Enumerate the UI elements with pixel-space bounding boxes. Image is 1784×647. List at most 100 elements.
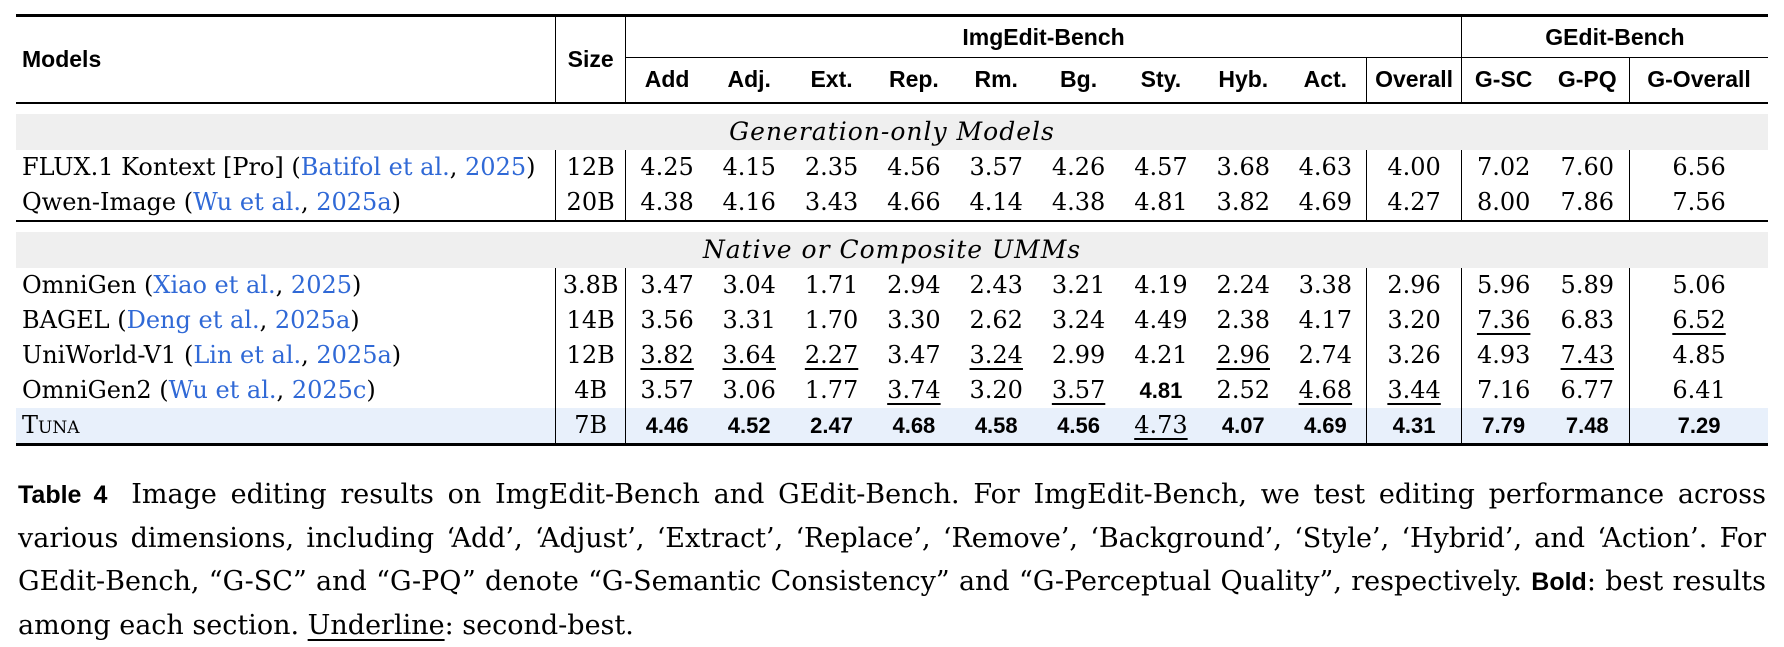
metric-cell: 3.82 [1202,185,1284,221]
results-table: Models Size ImgEdit-Bench GEdit-Bench Ad… [16,14,1768,446]
metric-value: 4.14 [969,188,1023,216]
metric-value: 4.81 [1134,188,1188,216]
metric-cell: 6.56 [1629,150,1768,185]
metric-value: 4.93 [1476,341,1531,369]
metric-cell: 2.96 [1202,338,1284,373]
table-row: Qwen-Image (Wu et al., 2025a) 20B 4.38 4.16… [16,185,1768,221]
model-name: BAGEL [22,306,110,334]
col-header-bg: Bg. [1037,57,1120,104]
metric-value: 3.38 [1298,271,1353,299]
metric-value: 3.82 [640,341,694,369]
metric-cell: 4.19 [1120,268,1202,303]
metric-value: 3.24 [969,341,1023,369]
metric-cell: 3.56 [626,303,708,338]
metric-cell: 6.83 [1545,303,1629,338]
metric-cell: 3.21 [1037,268,1119,303]
metric-cell: 4.68 [872,408,956,445]
metric-value: 2.24 [1216,271,1270,299]
metric-cell: 1.77 [790,373,872,408]
metric-value: 4.19 [1134,271,1188,299]
metric-cell: 3.57 [955,150,1037,185]
metric-value: 6.56 [1672,153,1726,181]
metric-value: 3.47 [887,341,941,369]
metric-cell: 2.94 [873,268,955,303]
citation-year-link[interactable]: 2025a [316,188,392,216]
caption-text: : second-best. [444,610,634,641]
table-header: Models Size ImgEdit-Bench GEdit-Bench Ad… [16,15,1768,104]
metric-value: 4.38 [1051,188,1106,216]
metric-cell: 4.00 [1366,150,1462,185]
metric-cell: 7.36 [1460,303,1546,338]
metric-cell: 3.57 [626,373,708,408]
citation-year-link[interactable]: 2025a [274,306,351,334]
metric-value: 4.17 [1298,306,1353,334]
metric-cell: 3.20 [1366,303,1462,338]
metric-cell: 7.60 [1545,150,1629,185]
section-label: Generation-only Models [16,114,1768,150]
section-header-row: Generation-only Models [16,114,1768,150]
metric-cell: 2.96 [1366,268,1462,303]
table-row: OmniGen (Xiao et al., 2025) 3.8B 3.47 3.04 1… [16,268,1768,303]
metric-cell: 4.38 [1037,185,1119,221]
metric-value: 4.25 [640,153,694,181]
citation-link[interactable]: Wu et al. [168,376,277,404]
citation-year-link[interactable]: 2025c [291,376,367,404]
citation-link[interactable]: Batifol et al. [300,153,450,181]
metric-value: 5.96 [1476,271,1531,299]
metric-cell: 4.15 [708,150,790,185]
metric-cell: 4.57 [1120,150,1202,185]
citation-year-link[interactable]: 2025 [290,271,352,299]
metric-cell: 6.41 [1629,373,1768,408]
metric-value: 1.77 [804,376,859,404]
metric-cell: 3.44 [1366,373,1462,408]
metric-value: 3.21 [1051,271,1106,299]
metric-value: 3.82 [1216,188,1270,216]
metric-cell: 5.89 [1545,268,1629,303]
metric-value: 3.56 [640,306,694,334]
citation-link[interactable]: Lin et al. [193,341,302,369]
metric-cell: 4.66 [873,185,955,221]
metric-cell: 2.38 [1202,303,1284,338]
metric-cell: 4.81 [1120,185,1202,221]
model-name: UniWorld-V1 [22,341,177,369]
metric-value: 4.68 [892,413,936,438]
metric-value: 5.89 [1560,271,1614,299]
metric-value: 4.38 [640,188,694,216]
metric-value: 4.69 [1298,188,1353,216]
col-header-ext: Ext. [790,57,873,104]
col-header-rm: Rm. [955,57,1038,104]
metric-value: 2.74 [1298,341,1353,369]
table-row: OmniGen2 (Wu et al., 2025c) 4B 3.57 3.06 1.7… [16,373,1768,408]
metric-cell: 4.46 [625,408,709,445]
size-cell: 7B [555,408,627,445]
metric-value: 4.15 [722,153,776,181]
metric-value: 8.00 [1476,188,1531,216]
size-cell: 4B [555,373,627,408]
model-name: FLUX.1 Kontext [Pro] [22,153,284,181]
col-header-sty: Sty. [1119,57,1203,104]
metric-value: 4.57 [1134,153,1188,181]
metric-cell: 4.17 [1284,303,1366,338]
metric-cell: 2.99 [1037,338,1119,373]
metric-cell: 3.74 [873,373,955,408]
size-cell: 14B [555,303,627,338]
metric-value: 2.94 [887,271,941,299]
table-row: UniWorld-V1 (Lin et al., 2025a) 12B 3.82 3.… [16,338,1768,373]
metric-value: 4.00 [1387,153,1441,181]
citation-link[interactable]: Wu et al. [193,188,301,216]
citation-year-link[interactable]: 2025a [316,341,392,369]
caption-label: Table 4 [18,481,108,509]
citation-year-link[interactable]: 2025 [465,153,527,181]
metric-value: 3.20 [1387,306,1441,334]
metric-cell: 2.24 [1202,268,1284,303]
metric-cell: 7.43 [1545,338,1629,373]
metric-value: 3.57 [640,376,694,404]
citation-link[interactable]: Deng et al. [126,306,260,334]
metric-cell: 7.56 [1629,185,1768,221]
model-cell: Qwen-Image (Wu et al., 2025a) [22,188,402,216]
metric-cell: 4.25 [626,150,708,185]
metric-value: 1.70 [804,306,859,334]
citation-link[interactable]: Xiao et al. [153,271,276,299]
metric-value: 3.30 [887,306,941,334]
caption-text: Bold [1531,568,1587,596]
